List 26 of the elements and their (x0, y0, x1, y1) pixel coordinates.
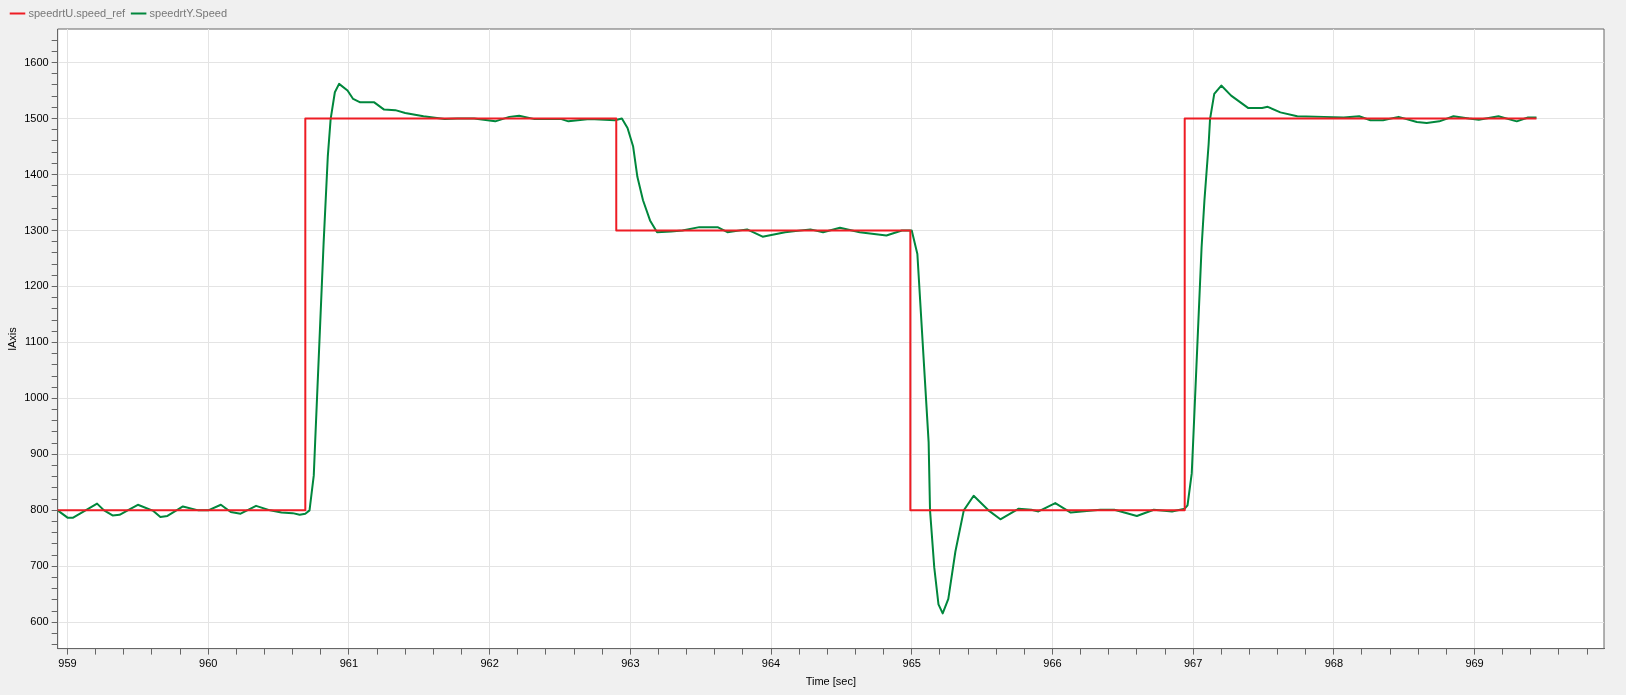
legend-label: speedrtY.Speed (149, 6, 228, 19)
y-axis-title: lAxis (5, 326, 18, 351)
x-tick-label: 962 (480, 657, 499, 670)
y-tick-label: 1400 (24, 167, 49, 180)
x-tick-label: 968 (1324, 657, 1344, 670)
x-tick-label: 964 (761, 657, 781, 670)
y-tick-label: 700 (30, 559, 49, 572)
y-tick-label: 1500 (24, 111, 49, 124)
x-tick-label: 960 (199, 657, 218, 670)
x-tick-label: 961 (339, 657, 359, 670)
y-tick-label: 1200 (24, 279, 49, 292)
legend-label: speedrtU.speed_ref (28, 6, 127, 19)
y-tick-label: 1100 (25, 335, 49, 348)
y-tick-label: 600 (30, 615, 49, 628)
y-tick-label: 900 (30, 447, 49, 460)
y-tick-label: 800 (30, 503, 49, 516)
x-tick-label: 965 (902, 657, 921, 670)
y-tick-label: 1300 (24, 223, 49, 236)
x-axis-title: Time [sec] (805, 675, 856, 688)
x-tick-label: 966 (1043, 657, 1062, 670)
y-tick-label: 1000 (24, 391, 49, 404)
x-tick-label: 963 (621, 657, 640, 670)
x-tick-label: 959 (58, 657, 77, 670)
x-tick-label: 967 (1183, 657, 1203, 670)
x-tick-label: 969 (1465, 657, 1484, 670)
y-tick-label: 1600 (24, 55, 49, 68)
